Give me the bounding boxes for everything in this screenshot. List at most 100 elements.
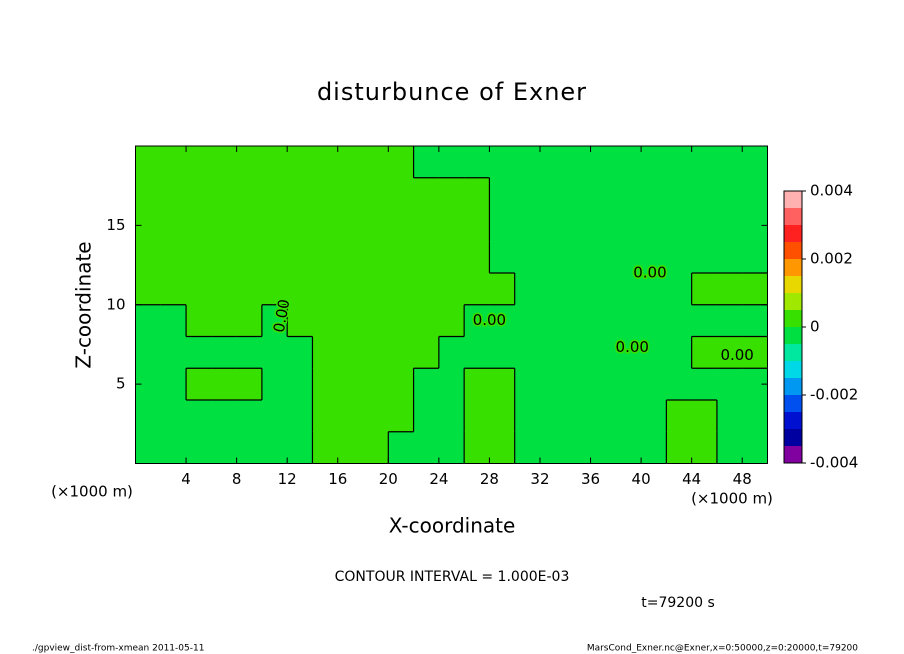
field-cell	[641, 241, 667, 274]
field-cell	[615, 400, 642, 433]
field-cell	[363, 177, 389, 210]
field-cell	[186, 368, 212, 401]
colorbar-swatch	[784, 276, 802, 293]
field-cell	[615, 177, 642, 210]
x-tick-label: 4	[181, 470, 191, 488]
x-tick-label: 16	[328, 470, 347, 488]
field-cell	[716, 431, 743, 464]
field-cell	[514, 400, 541, 433]
field-cell	[565, 209, 592, 242]
field-cell	[287, 304, 313, 337]
field-cell	[615, 273, 642, 306]
field-cell	[363, 400, 389, 433]
field-cell	[186, 336, 212, 369]
colorbar-swatch	[784, 327, 802, 344]
field-cell	[337, 400, 364, 433]
field-cell	[539, 336, 566, 369]
field-cell	[539, 400, 566, 433]
field-cell	[666, 209, 693, 242]
colorbar-swatch	[784, 361, 802, 378]
field-cell	[742, 241, 768, 274]
field-cell	[388, 146, 415, 179]
field-cell	[464, 241, 490, 274]
field-cell	[641, 368, 667, 401]
field-cell	[236, 336, 263, 369]
field-cell	[565, 241, 592, 274]
field-cell	[186, 304, 212, 337]
colorbar-swatch	[784, 242, 802, 259]
field-cell	[160, 209, 187, 242]
field-cell	[388, 304, 415, 337]
field-cell	[211, 209, 238, 242]
field-cell	[135, 304, 162, 337]
field-cell	[261, 241, 288, 274]
field-cell	[438, 304, 465, 337]
field-cell	[438, 209, 465, 242]
field-cell	[337, 241, 364, 274]
field-cell	[464, 209, 490, 242]
field-cell	[539, 177, 566, 210]
field-cell	[363, 304, 389, 337]
field-cell	[135, 400, 162, 433]
colorbar-swatch	[784, 446, 802, 463]
x-tick-label: 24	[429, 470, 448, 488]
field-cell	[691, 241, 718, 274]
field-cell	[438, 336, 465, 369]
field-cell	[742, 273, 768, 306]
x-axis-label: X-coordinate	[389, 514, 516, 538]
colorbar-tick-label: -0.004	[810, 454, 858, 472]
x-tick-label: 28	[480, 470, 499, 488]
colorbar-swatch	[784, 208, 802, 225]
field-cell	[211, 336, 238, 369]
field-cell	[236, 241, 263, 274]
field-cell	[514, 431, 541, 464]
field-cell	[489, 431, 516, 464]
field-cell	[565, 177, 592, 210]
field-cell	[160, 431, 187, 464]
field-cell	[211, 177, 238, 210]
contour-label: 0.00	[720, 346, 753, 364]
x-tick-label: 44	[682, 470, 701, 488]
x-tick-label: 20	[379, 470, 398, 488]
colorbar-swatch	[784, 259, 802, 276]
field-cell	[590, 368, 617, 401]
field-cell	[337, 431, 364, 464]
field-cell	[514, 304, 541, 337]
field-cell	[742, 146, 768, 179]
field-cell	[160, 336, 187, 369]
footer-right: MarsCond_Exner.nc@Exner,x=0:50000,z=0:20…	[587, 644, 858, 654]
field-cell	[742, 304, 768, 337]
colorbar-tick-label: 0.004	[810, 182, 853, 200]
colorbar-swatch	[784, 412, 802, 429]
field-cell	[666, 336, 693, 369]
field-cell	[641, 400, 667, 433]
field-cell	[716, 209, 743, 242]
field-cell	[413, 336, 440, 369]
x-unit-label: (×1000 m)	[51, 483, 133, 501]
field-cell	[363, 241, 389, 274]
field-cell	[388, 336, 415, 369]
field-cell	[691, 368, 718, 401]
colorbar-swatch	[784, 429, 802, 446]
field-cell	[590, 431, 617, 464]
field-cell	[312, 177, 339, 210]
field-cell	[337, 368, 364, 401]
field-cell	[716, 304, 743, 337]
colorbar-swatch	[784, 293, 802, 310]
field-cell	[388, 209, 415, 242]
field-cell	[615, 431, 642, 464]
field-cell	[287, 368, 313, 401]
field-cell	[312, 304, 339, 337]
field-cell	[565, 273, 592, 306]
field-cell	[514, 241, 541, 274]
field-cell	[261, 146, 288, 179]
field-cell	[590, 209, 617, 242]
field-cell	[514, 368, 541, 401]
field-cell	[160, 241, 187, 274]
field-cell	[438, 177, 465, 210]
field-cell	[464, 177, 490, 210]
field-cell	[464, 304, 490, 337]
colorbar-swatch	[784, 378, 802, 395]
field-cell	[135, 241, 162, 274]
field-cell	[489, 304, 516, 337]
